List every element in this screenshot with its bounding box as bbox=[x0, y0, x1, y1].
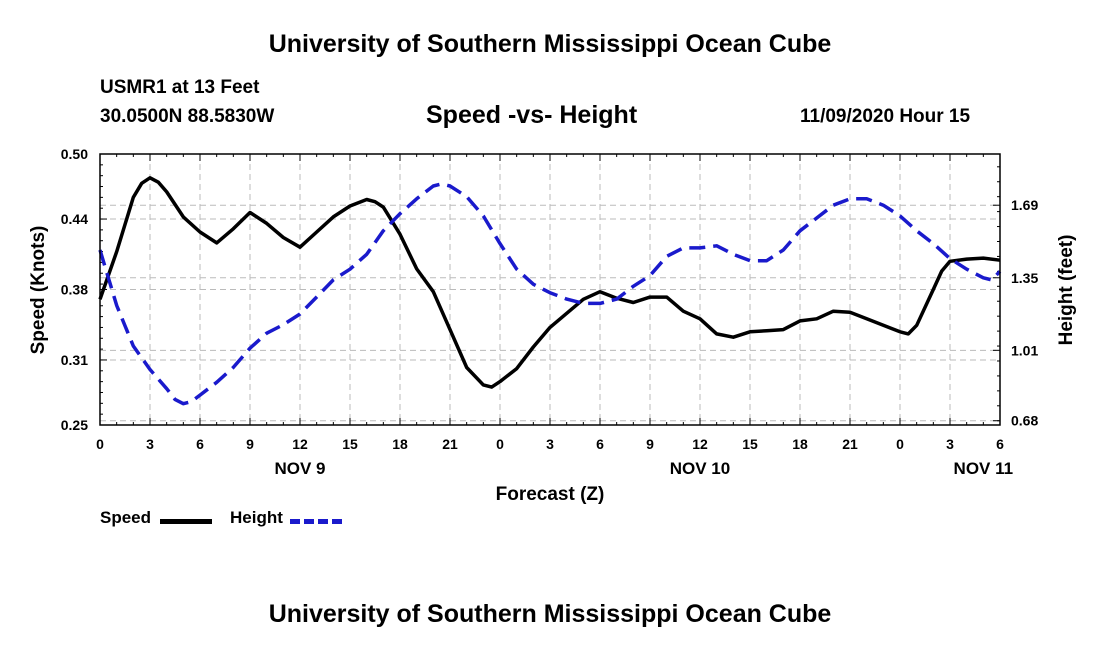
footer-title: University of Southern Mississippi Ocean… bbox=[268, 600, 832, 628]
station-label: USMR1 at 13 Feet bbox=[100, 77, 260, 98]
speed-series-line bbox=[98, 176, 1001, 389]
x-tick-label: 3 bbox=[146, 436, 154, 452]
x-day-label: NOV 10 bbox=[670, 459, 730, 478]
legend-speed-label: Speed bbox=[100, 508, 152, 527]
x-axis-title: Forecast (Z) bbox=[496, 484, 605, 505]
x-tick-label: 12 bbox=[292, 436, 308, 452]
y-tick-label-right: 1.01 bbox=[1011, 342, 1038, 358]
x-tick-label: 0 bbox=[896, 436, 904, 452]
x-tick-label: 12 bbox=[692, 436, 708, 452]
y-tick-label-left: 0.31 bbox=[61, 352, 88, 368]
y-tick-label-left: 0.50 bbox=[61, 146, 88, 162]
plot-frame bbox=[99, 153, 1001, 426]
x-tick-label: 21 bbox=[442, 436, 458, 452]
x-tick-label: 18 bbox=[392, 436, 408, 452]
y-tick-label-right: 1.35 bbox=[1011, 270, 1038, 286]
y-axis-title-right: Height (feet) bbox=[1056, 235, 1077, 346]
forecast-datetime: 11/09/2020 Hour 15 bbox=[800, 106, 971, 127]
x-day-label: NOV 9 bbox=[274, 459, 325, 478]
y-tick-label-right: 0.68 bbox=[1011, 413, 1038, 429]
chart-grid bbox=[100, 154, 1000, 425]
station-coordinates: 30.0500N 88.5830W bbox=[100, 106, 275, 127]
chart-labels: 0 3 6 9 12 15 18 21 0 3 6 9 12 15 18 21 0 3 6 0.25 0.31 0.38 0… bbox=[28, 146, 1077, 505]
legend-speed-swatch bbox=[160, 519, 212, 524]
chart-series bbox=[98, 176, 1002, 406]
x-tick-label: 6 bbox=[996, 436, 1004, 452]
y-tick-label-left: 0.38 bbox=[61, 282, 88, 298]
x-tick-label: 6 bbox=[196, 436, 204, 452]
x-day-label: NOV 11 bbox=[954, 459, 1014, 478]
chart-title: Speed -vs- Height bbox=[426, 101, 638, 129]
legend-height-swatch bbox=[290, 519, 342, 524]
y-axis-title-left: Speed (Knots) bbox=[28, 226, 49, 355]
x-tick-label: 15 bbox=[742, 436, 758, 452]
x-tick-label: 6 bbox=[596, 436, 604, 452]
legend-height-label: Height bbox=[230, 508, 283, 527]
x-tick-label: 15 bbox=[342, 436, 358, 452]
x-tick-label: 9 bbox=[646, 436, 654, 452]
y-tick-label-right: 1.69 bbox=[1011, 197, 1038, 213]
x-tick-label: 3 bbox=[546, 436, 554, 452]
height-series-line bbox=[98, 182, 1002, 406]
x-tick-label: 0 bbox=[96, 436, 104, 452]
page-title: University of Southern Mississippi Ocean… bbox=[268, 30, 832, 58]
x-tick-label: 0 bbox=[496, 436, 504, 452]
x-tick-label: 9 bbox=[246, 436, 254, 452]
y-tick-label-left: 0.44 bbox=[61, 211, 88, 227]
x-tick-label: 21 bbox=[842, 436, 858, 452]
x-tick-label: 18 bbox=[792, 436, 808, 452]
x-tick-label: 3 bbox=[946, 436, 954, 452]
y-tick-label-left: 0.25 bbox=[61, 417, 88, 433]
